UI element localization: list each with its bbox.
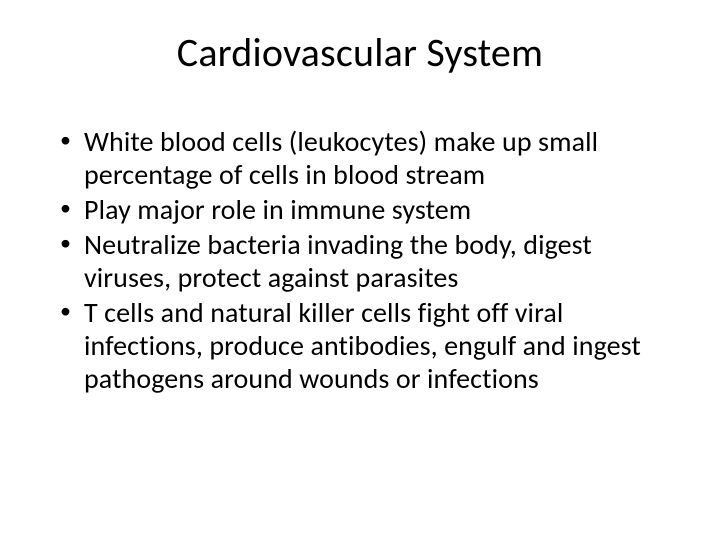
- list-item: T cells and natural killer cells fight o…: [56, 296, 664, 395]
- list-item: Neutralize bacteria invading the body, d…: [56, 228, 664, 294]
- list-item: Play major role in immune system: [56, 193, 664, 226]
- list-item: White blood cells (leukocytes) make up s…: [56, 125, 664, 191]
- slide-title: Cardiovascular System: [48, 28, 672, 77]
- bullet-list: White blood cells (leukocytes) make up s…: [48, 125, 672, 395]
- slide-container: Cardiovascular System White blood cells …: [0, 0, 720, 540]
